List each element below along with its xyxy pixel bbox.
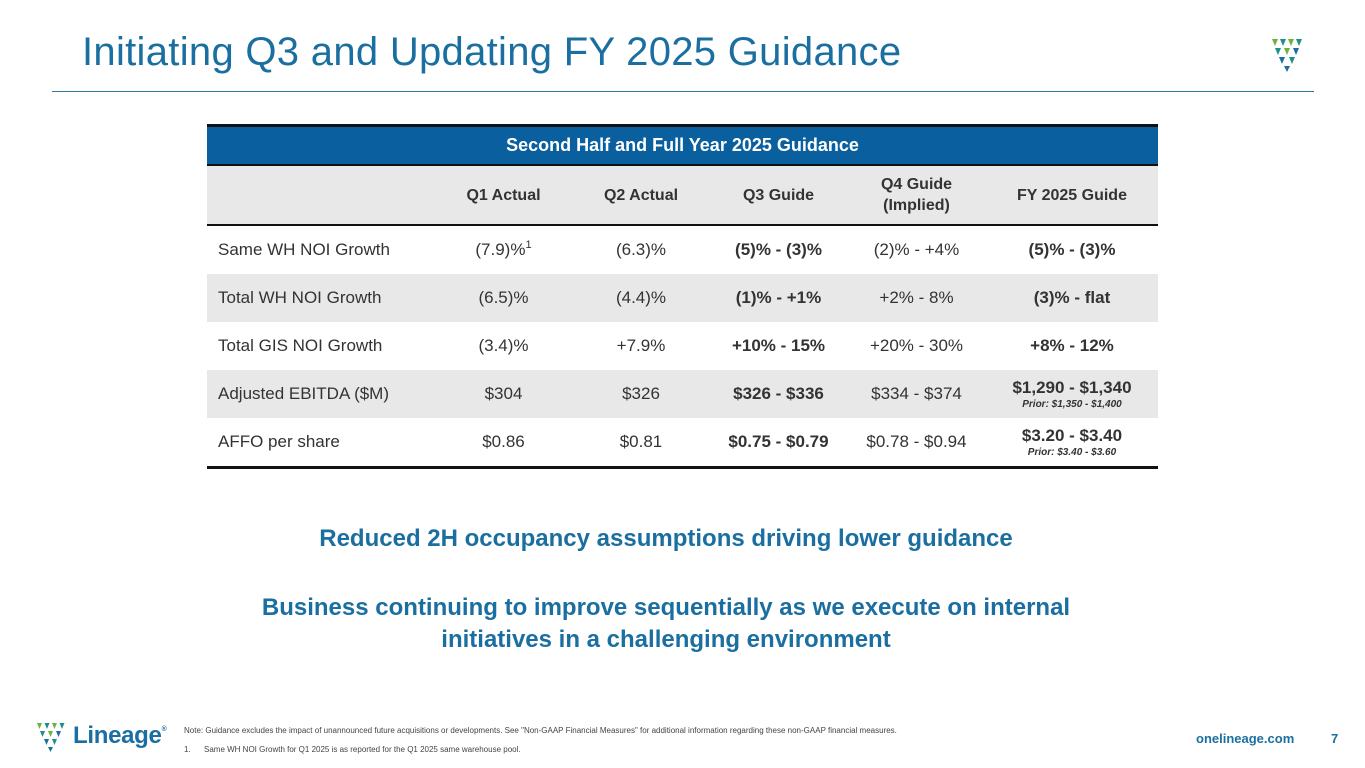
q4-header-sub: (Implied): [883, 197, 950, 214]
row-metric: Total GIS NOI Growth: [218, 336, 383, 355]
cell-fy: $1,290 - $1,340 Prior: $1,350 - $1,400: [986, 370, 1158, 418]
table-title: Second Half and Full Year 2025 Guidance: [207, 124, 1158, 165]
cell-fy: +8% - 12%: [1030, 336, 1114, 355]
cell-q3: (5)% - (3)%: [735, 240, 822, 259]
guidance-table: Second Half and Full Year 2025 Guidance …: [207, 124, 1158, 469]
footnote: 1. Same WH NOI Growth for Q1 2025 is as r…: [184, 745, 521, 754]
cell-q3: $0.75 - $0.79: [710, 418, 847, 469]
cell-q2: $0.81: [572, 418, 710, 469]
footnote-number: 1.: [184, 745, 191, 754]
cell-q4: $334 - $374: [847, 370, 986, 418]
column-header-row: Q1 Actual Q2 Actual Q3 Guide Q4 Guide (I…: [207, 164, 1158, 226]
column-header-fy: FY 2025 Guide: [986, 164, 1158, 226]
cell-q2: (4.4)%: [572, 274, 710, 322]
column-header-metric: [207, 164, 435, 226]
table-row: Total WH NOI Growth (6.5)% (4.4)% (1)% -…: [207, 274, 1158, 322]
key-message-secondary-line2: initiatives in a challenging environment: [441, 626, 891, 653]
fy-guide-value: $1,290 - $1,340: [1012, 377, 1132, 397]
cell-q3: +10% - 15%: [731, 336, 826, 355]
cell-q4: (2)% - +4%: [873, 240, 960, 259]
key-message-primary: Reduced 2H occupancy assumptions driving…: [319, 525, 1013, 552]
cell-fy: (5)% - (3)%: [1028, 240, 1116, 259]
table-row: Total GIS NOI Growth (3.4)% +7.9% +10% -…: [207, 322, 1158, 370]
slide-title: Initiating Q3 and Updating FY 2025 Guida…: [82, 30, 902, 74]
lineage-wordmark: Lineage®: [73, 722, 167, 749]
title-divider: [52, 91, 1314, 92]
column-header-q3: Q3 Guide: [710, 164, 847, 226]
cell-q2: $326: [572, 370, 710, 418]
fy-prior-value: Prior: $3.40 - $3.60: [1027, 446, 1117, 458]
table-row: AFFO per share $0.86 $0.81 $0.75 - $0.79…: [207, 418, 1158, 469]
footnote-marker: 1: [525, 239, 532, 251]
column-header-q1: Q1 Actual: [435, 164, 572, 226]
fy-guide-value: $3.20 - $3.40: [1021, 425, 1123, 445]
column-header-q4: Q4 Guide (Implied): [847, 164, 986, 226]
fy-prior-value: Prior: $1,350 - $1,400: [1022, 398, 1122, 410]
cell-q1: (6.5)%: [435, 274, 572, 322]
lineage-logo-icon: [37, 723, 65, 752]
cell-q3: (1)% - +1%: [710, 274, 847, 322]
footnote-text: Same WH NOI Growth for Q1 2025 is as rep…: [204, 745, 521, 754]
cell-q1: (7.9)%1: [475, 239, 532, 260]
row-metric: Adjusted EBITDA ($M): [207, 370, 435, 418]
lineage-shield-icon: [1272, 39, 1302, 72]
table-title-row: Second Half and Full Year 2025 Guidance: [207, 124, 1158, 165]
key-message-secondary: Business continuing to improve sequentia…: [0, 592, 1332, 656]
row-metric: AFFO per share: [207, 418, 435, 469]
table-row: Adjusted EBITDA ($M) $304 $326 $326 - $3…: [207, 370, 1158, 418]
cell-q4: +2% - 8%: [847, 274, 986, 322]
cell-q2: +7.9%: [616, 336, 666, 355]
page-number: 7: [1331, 731, 1339, 746]
cell-q3: $326 - $336: [710, 370, 847, 418]
cell-q1: $0.86: [435, 418, 572, 469]
cell-q2: (6.3)%: [615, 240, 667, 259]
q4-header-label: Q4 Guide: [880, 176, 953, 193]
column-header-q2: Q2 Actual: [572, 164, 710, 226]
row-metric: Total WH NOI Growth: [207, 274, 435, 322]
table-row: Same WH NOI Growth (7.9)%1 (6.3)% (5)% -…: [207, 225, 1158, 274]
guidance-note: Note: Guidance excludes the impact of un…: [184, 726, 897, 735]
cell-q1: (3.4)%: [478, 336, 529, 355]
cell-q1: $304: [435, 370, 572, 418]
cell-q4: +20% - 30%: [869, 336, 964, 355]
cell-q4: $0.78 - $0.94: [847, 418, 986, 469]
website-link[interactable]: onelineage.com: [1196, 731, 1295, 746]
row-metric: Same WH NOI Growth: [218, 240, 390, 259]
cell-fy: $3.20 - $3.40 Prior: $3.40 - $3.60: [986, 418, 1158, 469]
cell-fy: (3)% - flat: [986, 274, 1158, 322]
key-message-secondary-line1: Business continuing to improve sequentia…: [261, 594, 1071, 621]
